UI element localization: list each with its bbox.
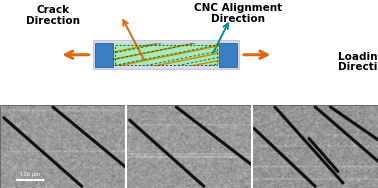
Bar <box>0 105 126 188</box>
Bar <box>95 43 113 67</box>
Text: Loading
Direction: Loading Direction <box>338 52 378 72</box>
Text: CNC Alignment
Direction: CNC Alignment Direction <box>194 3 282 24</box>
Bar <box>113 43 219 66</box>
Bar <box>252 105 378 188</box>
Text: Crack
Direction: Crack Direction <box>26 5 80 26</box>
Bar <box>219 43 237 67</box>
Bar <box>115 45 217 65</box>
Bar <box>93 40 239 69</box>
Text: 100 μm: 100 μm <box>20 172 40 177</box>
Bar <box>126 105 252 188</box>
